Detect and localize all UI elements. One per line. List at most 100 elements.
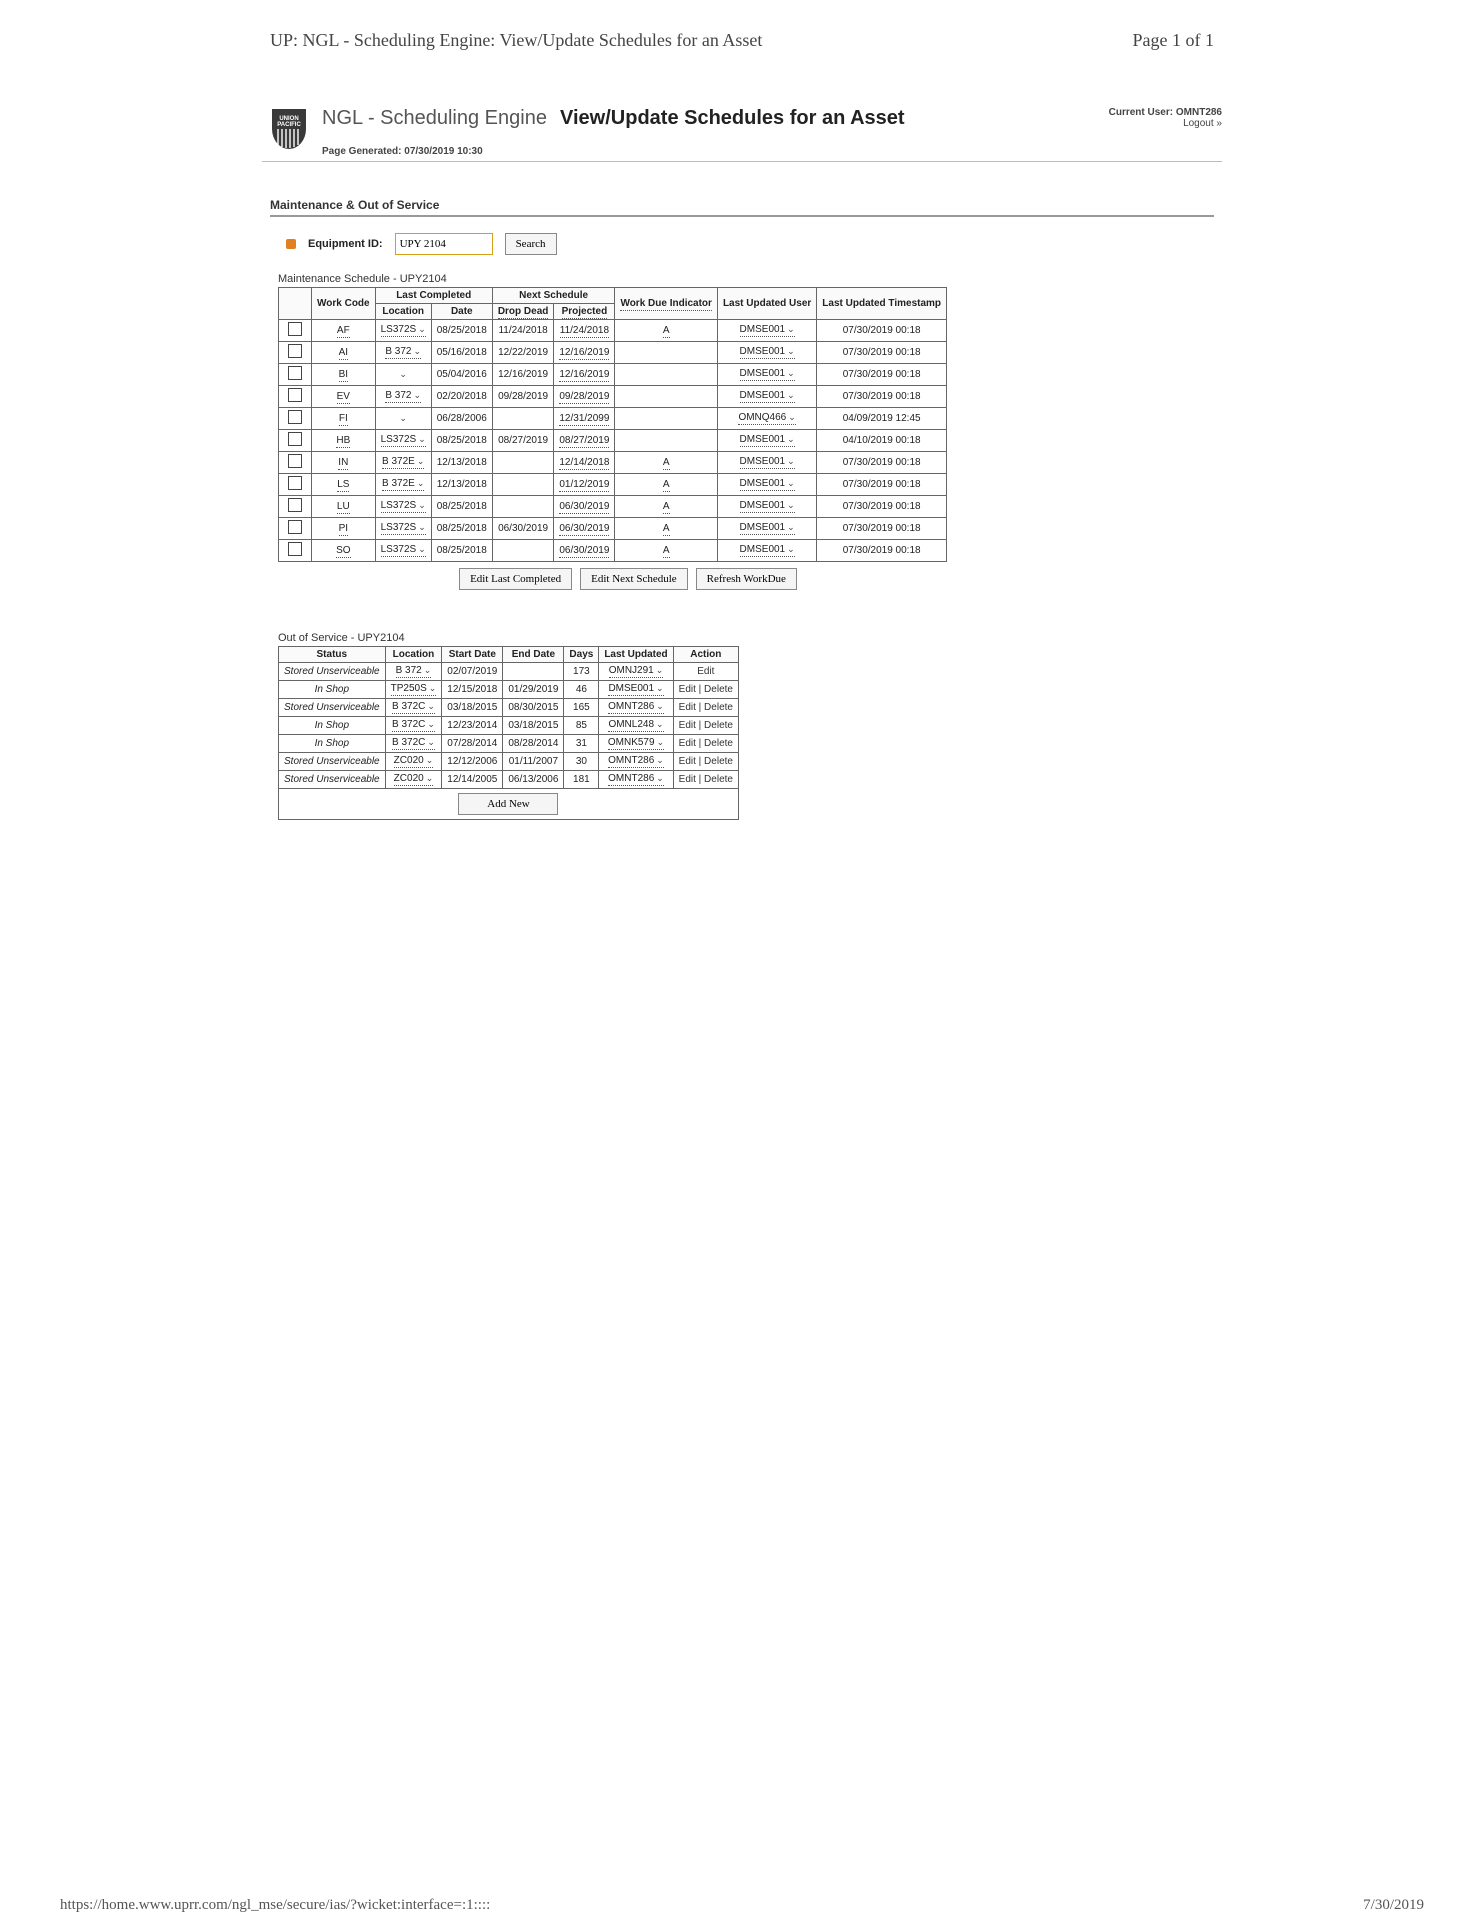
row-checkbox[interactable] <box>288 410 302 424</box>
up-shield-logo: UNION PACIFIC <box>270 107 308 151</box>
select-value[interactable]: OMNT286⌄ <box>608 755 664 768</box>
oos-action[interactable]: Edit | Delete <box>679 684 733 695</box>
chevron-down-icon: ⌄ <box>426 773 434 784</box>
select-value[interactable]: B 372E⌄ <box>382 456 424 469</box>
table-row: LULS372S⌄08/25/201806/30/2019ADMSE001⌄07… <box>279 496 947 518</box>
select-value[interactable]: DMSE001⌄ <box>740 368 795 381</box>
select-value[interactable]: DMSE001⌄ <box>740 544 795 557</box>
chevron-down-icon: ⌄ <box>424 665 432 676</box>
oos-action[interactable]: Edit | Delete <box>679 738 733 749</box>
select-value[interactable]: B 372⌄ <box>385 346 421 359</box>
select-value[interactable]: B 372C⌄ <box>392 701 435 714</box>
select-value[interactable]: B 372C⌄ <box>392 719 435 732</box>
select-value[interactable]: OMNK579⌄ <box>608 737 664 750</box>
oos-action[interactable]: Edit <box>697 666 714 677</box>
work-code[interactable]: FI <box>339 413 348 426</box>
chevron-down-icon: ⌄ <box>418 500 426 511</box>
select-value[interactable]: LS372S⌄ <box>381 434 426 447</box>
work-code[interactable]: LU <box>337 501 350 514</box>
th-oos-location: Location <box>385 647 442 663</box>
work-code[interactable]: AI <box>339 347 348 360</box>
work-code[interactable]: LS <box>337 479 349 492</box>
add-new-button[interactable]: Add New <box>458 793 558 815</box>
select-value[interactable]: DMSE001⌄ <box>740 478 795 491</box>
last-date: 12/13/2018 <box>431 474 492 496</box>
last-ts: 07/30/2019 00:18 <box>817 342 947 364</box>
select-value[interactable]: TP250S⌄ <box>391 683 437 696</box>
oos-action[interactable]: Edit | Delete <box>679 702 733 713</box>
select-value[interactable]: OMNL248⌄ <box>608 719 663 732</box>
select-value[interactable]: OMNQ466⌄ <box>738 412 795 425</box>
select-value[interactable]: ⌄ <box>399 369 407 380</box>
projected: 12/31/2099 <box>559 413 609 426</box>
chevron-down-icon: ⌄ <box>426 755 434 766</box>
last-ts: 07/30/2019 00:18 <box>817 320 947 342</box>
work-code[interactable]: IN <box>338 457 348 470</box>
work-code[interactable]: SO <box>336 545 350 558</box>
th-drop-dead: Drop Dead <box>498 306 549 319</box>
work-code[interactable]: PI <box>339 523 348 536</box>
row-checkbox[interactable] <box>288 366 302 380</box>
select-value[interactable]: DMSE001⌄ <box>740 434 795 447</box>
select-value[interactable]: DMSE001⌄ <box>740 522 795 535</box>
edit-last-completed-button[interactable]: Edit Last Completed <box>459 568 572 590</box>
select-value[interactable]: B 372⌄ <box>385 390 421 403</box>
projected: 12/16/2019 <box>559 347 609 360</box>
generated-label: Page Generated: <box>322 146 401 157</box>
select-value[interactable]: OMNT286⌄ <box>608 773 664 786</box>
row-checkbox[interactable] <box>288 498 302 512</box>
select-value[interactable]: B 372⌄ <box>396 665 432 678</box>
equipment-id-input[interactable] <box>395 233 493 255</box>
select-value[interactable]: OMNJ291⌄ <box>609 665 664 678</box>
row-checkbox[interactable] <box>288 344 302 358</box>
select-value[interactable]: ⌄ <box>399 413 407 424</box>
search-button[interactable]: Search <box>505 233 557 255</box>
work-code[interactable]: AF <box>337 325 350 338</box>
select-value[interactable]: LS372S⌄ <box>381 500 426 513</box>
select-value[interactable]: ZC020⌄ <box>394 773 434 786</box>
select-value[interactable]: DMSE001⌄ <box>740 390 795 403</box>
table-row: EVB 372⌄02/20/201809/28/201909/28/2019DM… <box>279 386 947 408</box>
select-value[interactable]: LS372S⌄ <box>381 324 426 337</box>
select-value[interactable]: DMSE001⌄ <box>608 683 663 696</box>
select-value[interactable]: DMSE001⌄ <box>740 456 795 469</box>
select-value[interactable]: DMSE001⌄ <box>740 500 795 513</box>
select-value[interactable]: DMSE001⌄ <box>740 346 795 359</box>
row-checkbox[interactable] <box>288 322 302 336</box>
select-value[interactable]: B 372E⌄ <box>382 478 424 491</box>
projected: 09/28/2019 <box>559 391 609 404</box>
table-row: PILS372S⌄08/25/201806/30/201906/30/2019A… <box>279 518 947 540</box>
chevron-down-icon: ⌄ <box>399 413 407 424</box>
table-row: LSB 372E⌄12/13/201801/12/2019ADMSE001⌄07… <box>279 474 947 496</box>
work-code[interactable]: HB <box>336 435 350 448</box>
logout-link[interactable]: Logout » <box>1183 118 1222 129</box>
select-value[interactable]: ZC020⌄ <box>394 755 434 768</box>
work-code[interactable]: BI <box>339 369 348 382</box>
work-code[interactable]: EV <box>337 391 350 404</box>
refresh-workdue-button[interactable]: Refresh WorkDue <box>696 568 797 590</box>
select-value[interactable]: OMNT286⌄ <box>608 701 664 714</box>
required-icon <box>286 239 296 249</box>
oos-action[interactable]: Edit | Delete <box>679 756 733 767</box>
oos-action[interactable]: Edit | Delete <box>679 720 733 731</box>
select-value[interactable]: LS372S⌄ <box>381 522 426 535</box>
last-date: 08/25/2018 <box>431 320 492 342</box>
chevron-down-icon: ⌄ <box>787 522 795 533</box>
row-checkbox[interactable] <box>288 388 302 402</box>
row-checkbox[interactable] <box>288 454 302 468</box>
oos-subhead: Out of Service - UPY2104 <box>278 632 1222 644</box>
row-checkbox[interactable] <box>288 476 302 490</box>
row-checkbox[interactable] <box>288 542 302 556</box>
select-value[interactable]: DMSE001⌄ <box>740 324 795 337</box>
select-value[interactable]: B 372C⌄ <box>392 737 435 750</box>
last-ts: 04/10/2019 00:18 <box>817 430 947 452</box>
edit-next-schedule-button[interactable]: Edit Next Schedule <box>580 568 688 590</box>
row-checkbox[interactable] <box>288 432 302 446</box>
row-checkbox[interactable] <box>288 520 302 534</box>
th-location: Location <box>375 304 431 320</box>
select-value[interactable]: LS372S⌄ <box>381 544 426 557</box>
last-ts: 07/30/2019 00:18 <box>817 452 947 474</box>
oos-end: 01/11/2007 <box>503 753 564 771</box>
oos-action[interactable]: Edit | Delete <box>679 774 733 785</box>
th-next-schedule: Next Schedule <box>492 288 615 304</box>
